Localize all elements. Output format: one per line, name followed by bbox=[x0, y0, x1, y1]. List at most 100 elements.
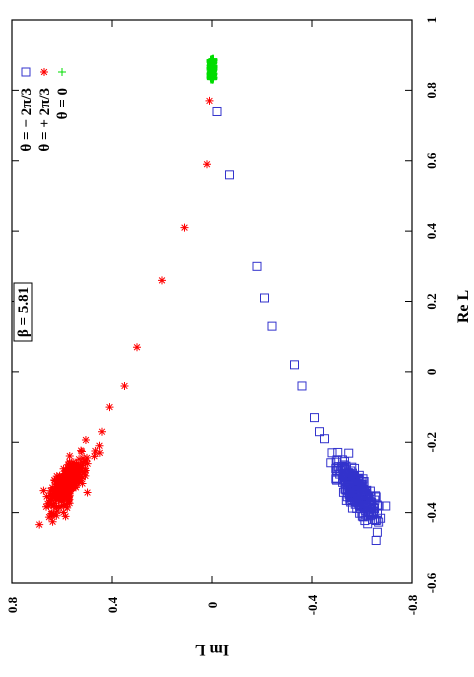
data-point bbox=[65, 459, 74, 468]
data-point bbox=[205, 96, 214, 105]
data-point bbox=[62, 471, 71, 480]
data-point bbox=[65, 452, 74, 461]
x-tick-label: 0.2 bbox=[424, 293, 439, 309]
data-point bbox=[360, 489, 370, 499]
legend-label: θ = 0 bbox=[55, 88, 71, 119]
data-point bbox=[326, 458, 336, 468]
y-tick-label: 0 bbox=[205, 602, 220, 609]
data-point bbox=[365, 486, 375, 496]
data-point bbox=[297, 381, 307, 391]
data-point bbox=[98, 427, 106, 436]
data-point bbox=[71, 483, 80, 492]
data-point bbox=[364, 507, 374, 517]
data-point bbox=[332, 455, 342, 465]
data-point bbox=[50, 487, 59, 496]
data-point bbox=[59, 464, 68, 473]
data-point bbox=[74, 472, 83, 481]
data-point bbox=[65, 499, 74, 508]
data-point bbox=[62, 474, 71, 483]
data-point bbox=[78, 479, 87, 488]
x-tick-label: 0 bbox=[424, 369, 439, 376]
data-point bbox=[59, 508, 68, 517]
data-point bbox=[158, 276, 166, 285]
data-point bbox=[369, 515, 379, 525]
data-point bbox=[54, 495, 63, 504]
data-point bbox=[57, 484, 66, 493]
data-point bbox=[105, 403, 114, 412]
data-point bbox=[54, 477, 63, 486]
data-point bbox=[39, 486, 48, 495]
data-point bbox=[91, 446, 100, 455]
data-point bbox=[180, 223, 189, 232]
data-point bbox=[212, 106, 222, 116]
y-tick-label: 0.4 bbox=[105, 596, 120, 613]
data-point bbox=[267, 321, 277, 331]
data-point bbox=[208, 54, 217, 63]
data-point bbox=[53, 507, 62, 516]
data-point bbox=[76, 474, 85, 483]
data-point bbox=[95, 441, 104, 450]
data-point bbox=[133, 343, 141, 352]
data-point bbox=[252, 261, 262, 271]
data-point bbox=[62, 485, 71, 494]
data-point bbox=[371, 536, 381, 546]
data-point bbox=[48, 517, 57, 526]
data-point bbox=[203, 160, 211, 169]
x-tick-label: 1 bbox=[424, 17, 439, 24]
data-point bbox=[64, 496, 73, 505]
data-point bbox=[75, 455, 84, 464]
data-point bbox=[81, 471, 90, 480]
data-point bbox=[59, 476, 68, 485]
data-point bbox=[83, 459, 92, 468]
data-point bbox=[333, 462, 343, 472]
annotation-box bbox=[13, 282, 33, 342]
plot-layer: -0.6 -0.4 -0.2 0 0.2 0.4 0.6 0.8 1 0.8 0.4 0 -0.4 -0.… bbox=[5, 17, 472, 658]
data-point bbox=[315, 427, 324, 437]
data-point bbox=[49, 509, 58, 518]
data-point bbox=[45, 499, 54, 508]
data-point bbox=[56, 490, 65, 499]
data-point bbox=[320, 434, 329, 444]
data-point bbox=[372, 500, 382, 510]
data-point bbox=[52, 511, 61, 520]
x-axis-title: Re L bbox=[455, 290, 472, 323]
data-point bbox=[120, 381, 129, 390]
data-point bbox=[75, 470, 84, 479]
y-axis-title: Im L bbox=[195, 641, 229, 658]
data-point bbox=[65, 482, 74, 491]
data-point bbox=[208, 72, 217, 81]
x-tick-label: 0.4 bbox=[424, 223, 439, 240]
data-point bbox=[65, 471, 74, 480]
x-tick-label: 0.6 bbox=[424, 152, 439, 169]
data-point bbox=[57, 496, 66, 505]
data-point bbox=[60, 500, 69, 509]
data-point bbox=[333, 447, 343, 457]
legend-marker bbox=[40, 68, 48, 76]
data-point bbox=[366, 507, 376, 517]
data-point bbox=[72, 467, 81, 476]
data-point bbox=[63, 499, 72, 508]
data-point bbox=[344, 448, 354, 458]
data-point bbox=[260, 293, 269, 303]
data-point bbox=[345, 485, 355, 495]
data-point bbox=[81, 466, 90, 475]
legend-marker bbox=[58, 68, 66, 76]
data-point bbox=[95, 448, 104, 457]
data-point bbox=[80, 468, 89, 477]
data-point bbox=[78, 459, 87, 468]
data-point bbox=[90, 452, 99, 461]
data-point bbox=[52, 472, 61, 481]
data-point bbox=[44, 513, 53, 522]
legend-label: θ = − 2π/3 bbox=[19, 88, 35, 152]
data-point bbox=[348, 490, 358, 500]
data-point bbox=[206, 75, 215, 84]
legend-label: θ = + 2π/3 bbox=[37, 88, 53, 152]
data-point bbox=[64, 461, 73, 470]
data-point bbox=[63, 493, 72, 502]
data-point bbox=[51, 482, 60, 491]
legend-marker bbox=[21, 67, 31, 77]
data-point bbox=[310, 413, 319, 423]
x-tick-label: 0.8 bbox=[424, 82, 439, 99]
data-point bbox=[361, 498, 371, 508]
